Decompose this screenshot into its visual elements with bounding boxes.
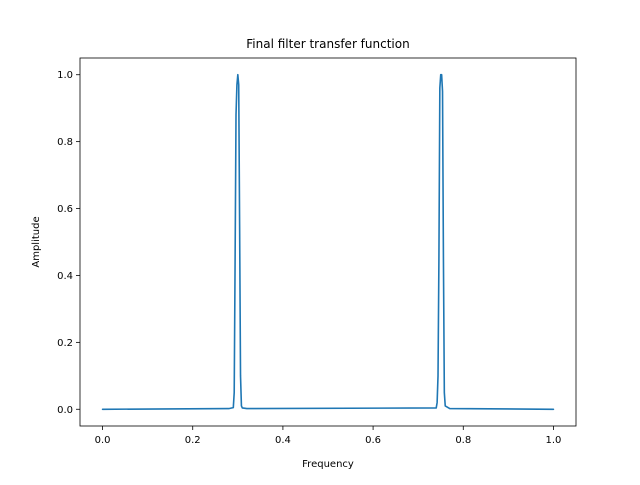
x-tick-label: 0.2 <box>185 435 201 446</box>
y-tick-label: 0.8 <box>57 137 73 148</box>
plot-frame <box>79 57 577 427</box>
series-layer <box>101 73 555 411</box>
y-tick-label: 0.2 <box>57 338 73 349</box>
x-tick-label: 0.6 <box>365 435 381 446</box>
x-axis-label: Frequency <box>302 459 354 470</box>
chart-title: Final filter transfer function <box>246 37 409 51</box>
y-tick-label: 0.0 <box>57 405 73 416</box>
y-axis-ticks: 0.0 0.2 0.4 0.6 0.8 1.0 <box>57 70 80 416</box>
x-tick-label: 1.0 <box>546 435 562 446</box>
y-axis-label: Amplitude <box>31 216 42 267</box>
x-axis-ticks: 0.0 0.2 0.4 0.6 0.8 1.0 <box>95 426 562 446</box>
x-tick-label: 0.4 <box>275 435 291 446</box>
y-tick-label: 0.6 <box>57 204 73 215</box>
x-tick-label: 0.8 <box>455 435 471 446</box>
plot-area <box>80 58 576 426</box>
y-tick-label: 1.0 <box>57 70 73 81</box>
series-line <box>101 73 555 411</box>
x-tick-label: 0.0 <box>95 435 111 446</box>
y-tick-label: 0.4 <box>57 271 73 282</box>
